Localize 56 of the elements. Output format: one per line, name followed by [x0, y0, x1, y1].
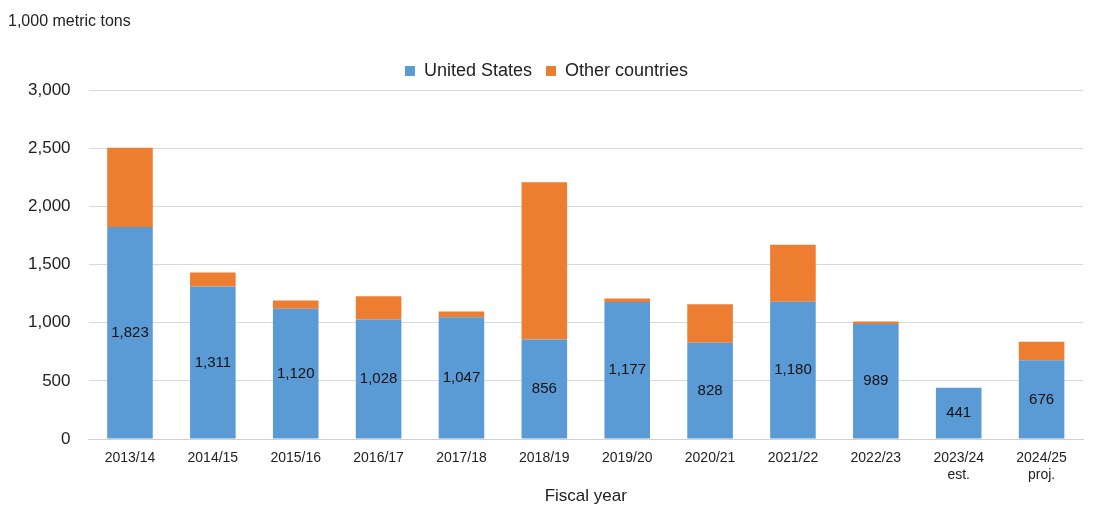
- data-label: 1,823: [111, 322, 149, 340]
- bar: [355, 319, 402, 439]
- data-label: 1,177: [608, 360, 646, 378]
- x-tick-label: 2016/17: [353, 449, 405, 466]
- legend-label: United States: [423, 59, 532, 80]
- x-tick-label: 2021/22: [767, 449, 819, 466]
- x-tick-label: 2013/14: [104, 449, 156, 466]
- data-label: 828: [697, 380, 723, 398]
- bar: [604, 302, 650, 439]
- x-tick-label: 2019/20: [601, 449, 653, 466]
- bar: [770, 301, 816, 439]
- bar: [190, 272, 236, 287]
- x-tick-label: 2024/25 proj.: [1016, 449, 1068, 483]
- bar: [438, 311, 485, 318]
- legend-label: Other countries: [565, 59, 689, 80]
- y-tick-label: 1,500: [27, 254, 71, 274]
- data-label: 1,028: [359, 369, 398, 387]
- bar: [687, 304, 733, 343]
- data-label: 1,120: [276, 363, 315, 381]
- bar: [687, 342, 733, 439]
- bar: [355, 296, 402, 320]
- y-tick-label: 2,500: [27, 137, 71, 157]
- bar: [1018, 360, 1065, 439]
- x-tick-label: 2014/15: [187, 449, 239, 466]
- bar: [935, 387, 982, 439]
- bar: [107, 226, 153, 439]
- y-tick-label: 1,000: [27, 312, 71, 332]
- y-tick-label: 500: [42, 370, 71, 390]
- data-label: 676: [1029, 389, 1055, 407]
- y-tick-label: 0: [61, 428, 71, 448]
- bar: [107, 147, 153, 227]
- bar: [770, 244, 816, 302]
- y-axis-title: 1,000 metric tons: [8, 12, 131, 30]
- x-tick-label: 2018/19: [519, 449, 570, 466]
- data-label: 989: [863, 371, 889, 389]
- bar: [521, 182, 568, 340]
- x-tick-label: 2020/21: [684, 449, 736, 466]
- x-tick-label: 2023/24 est.: [933, 449, 985, 483]
- bar: [521, 339, 568, 439]
- y-tick-label: 2,000: [27, 196, 71, 216]
- y-tick-label: 3,000: [27, 79, 71, 99]
- bar: [1018, 341, 1065, 361]
- bar: [190, 286, 236, 439]
- bar: [272, 300, 319, 309]
- bar: [272, 308, 319, 439]
- data-label: 1,047: [442, 367, 481, 385]
- data-label: 1,180: [774, 360, 812, 378]
- x-tick-label: 2022/23: [850, 449, 902, 466]
- data-label: 856: [531, 379, 557, 397]
- x-tick-label: 2017/18: [436, 449, 487, 466]
- data-label: 1,311: [194, 352, 232, 370]
- data-label: 441: [946, 403, 972, 421]
- x-tick-label: 2015/16: [270, 449, 322, 466]
- x-axis-title: Fiscal year: [544, 486, 628, 506]
- bar: [438, 317, 485, 439]
- bar: [853, 323, 899, 439]
